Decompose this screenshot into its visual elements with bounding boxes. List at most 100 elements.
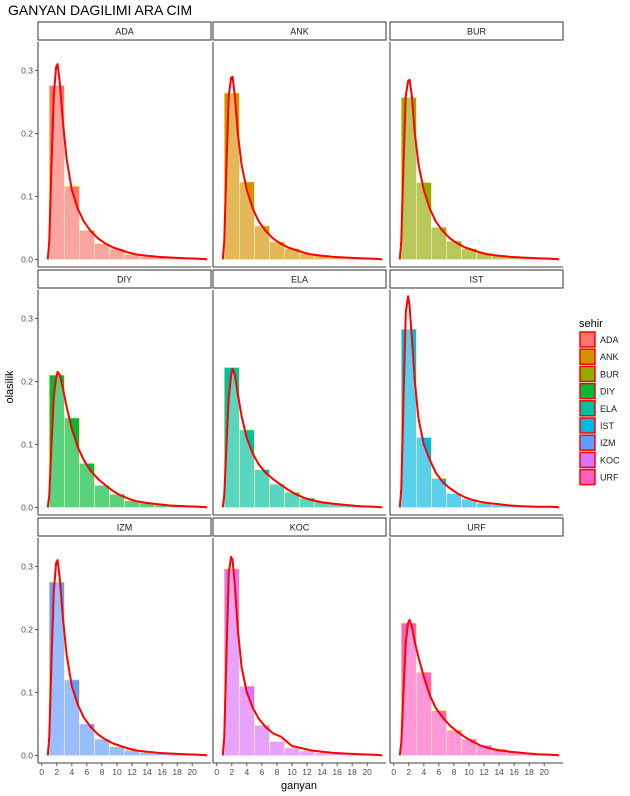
panel-ela: ELA [212,269,387,516]
y-tick-label: 0.0 [21,750,33,760]
x-tick-label: 2 [229,767,234,777]
x-tick-label: 16 [157,767,167,777]
legend-label: ADA [600,335,619,345]
x-tick-label: 14 [142,767,152,777]
density-curve [46,370,208,509]
x-tick-label: 12 [479,767,489,777]
strip-box [389,21,564,41]
density-area [222,76,383,260]
x-tick-label: 4 [421,767,426,777]
legend-label: DIY [600,387,615,397]
density-area [399,296,560,508]
density-area [47,371,208,508]
x-tick-label: 14 [494,767,504,777]
strip-box [37,269,212,289]
x-tick-label: 0 [39,767,44,777]
density-area [222,556,383,756]
y-tick-label: 0.2 [21,128,33,138]
density-curve [46,559,208,757]
y-tick-label: 0.0 [21,254,33,264]
strip-label: ADA [115,27,134,37]
strip-label: ELA [291,275,308,285]
strip-label: KOC [290,523,310,533]
x-tick-label: 6 [85,767,90,777]
strip-label: IZM [117,523,133,533]
strip-box [37,517,212,537]
legend-item-koc: KOC [579,451,620,469]
strip-label: IST [469,275,484,285]
legend-label: IST [600,421,615,431]
strip-label: ANK [290,27,309,37]
x-tick-label: 20 [187,767,197,777]
legend-label: IZM [600,438,616,448]
strip-box [212,517,387,537]
density-curve [46,63,208,261]
y-axis-title: olasilik [4,370,16,404]
x-tick-label: 6 [437,767,442,777]
legend-swatch [579,434,596,451]
y-tick-label: 0.3 [21,65,33,75]
legend-item-ela: ELA [579,400,617,417]
x-tick-label: 20 [362,767,372,777]
density-area [399,79,560,260]
legend-swatch [579,365,596,383]
density-curve [221,75,383,261]
strip-box [389,517,564,537]
y-tick-label: 0.2 [21,624,33,634]
legend-swatch [579,417,596,434]
legend-swatch [579,382,596,400]
y-tick-label: 0.1 [21,439,33,449]
legend-item-ist: IST [579,417,615,434]
x-tick-label: 18 [172,767,182,777]
legend-swatch [579,451,596,469]
legend-label: URF [600,473,619,483]
legend-swatch [579,331,596,348]
x-tick-label: 2 [406,767,411,777]
hist-bar [254,724,270,756]
legend-item-urf: URF [579,468,619,486]
legend-label: BUR [600,369,620,379]
facet-panels: ADA 0.0 0.1 0.2 0.3 ANK BUR DIY 0.0 0.1 0.2 0.3 ELA I… [21,21,564,777]
legend-swatch [579,400,596,417]
panel-ank: ANK [212,21,387,268]
x-tick-label: 10 [464,767,474,777]
legend-swatch [579,348,596,365]
legend-item-ank: ANK [579,348,619,365]
x-tick-label: 8 [100,767,105,777]
legend-label: ELA [600,404,617,414]
density-area [47,64,208,260]
y-tick-label: 0.0 [21,502,33,512]
strip-box [212,21,387,41]
x-tick-label: 16 [509,767,519,777]
x-tick-label: 18 [524,767,534,777]
density-curve [221,367,383,509]
chart-title: GANYAN DAGILIMI ARA CIM [8,2,192,18]
x-tick-label: 10 [112,767,122,777]
strip-label: URF [467,523,486,533]
x-tick-label: 0 [214,767,219,777]
strip-box [389,269,564,289]
y-tick-label: 0.3 [21,313,33,323]
legend-item-izm: IZM [579,434,616,451]
x-tick-label: 8 [452,767,457,777]
panel-ist: IST [389,269,564,516]
panel-ada: ADA 0.0 0.1 0.2 0.3 [21,21,212,268]
strip-box [212,269,387,289]
legend-item-ada: ADA [579,331,619,348]
x-tick-label: 8 [275,767,280,777]
strip-box [37,21,212,41]
panel-izm: IZM 0.0 0.1 0.2 0.3 0 2 4 6 8 10 12 14 16 18 20 [21,517,212,777]
panel-urf: URF 0 2 4 6 8 10 12 14 16 18 20 [389,517,564,777]
strip-label: DIY [117,275,132,285]
legend-label: KOC [600,455,620,465]
legend: sehir ADA ANK BUR DIY ELA IST IZM KOC URF [579,318,620,486]
density-curve [398,618,560,757]
density-curve [398,295,560,509]
x-tick-label: 20 [539,767,549,777]
panel-diy: DIY 0.0 0.1 0.2 0.3 [21,269,212,516]
panel-koc: KOC 0 2 4 6 8 10 12 14 16 18 20 [212,517,387,777]
density-area [47,560,208,756]
x-tick-label: 6 [260,767,265,777]
legend-item-bur: BUR [579,365,620,383]
